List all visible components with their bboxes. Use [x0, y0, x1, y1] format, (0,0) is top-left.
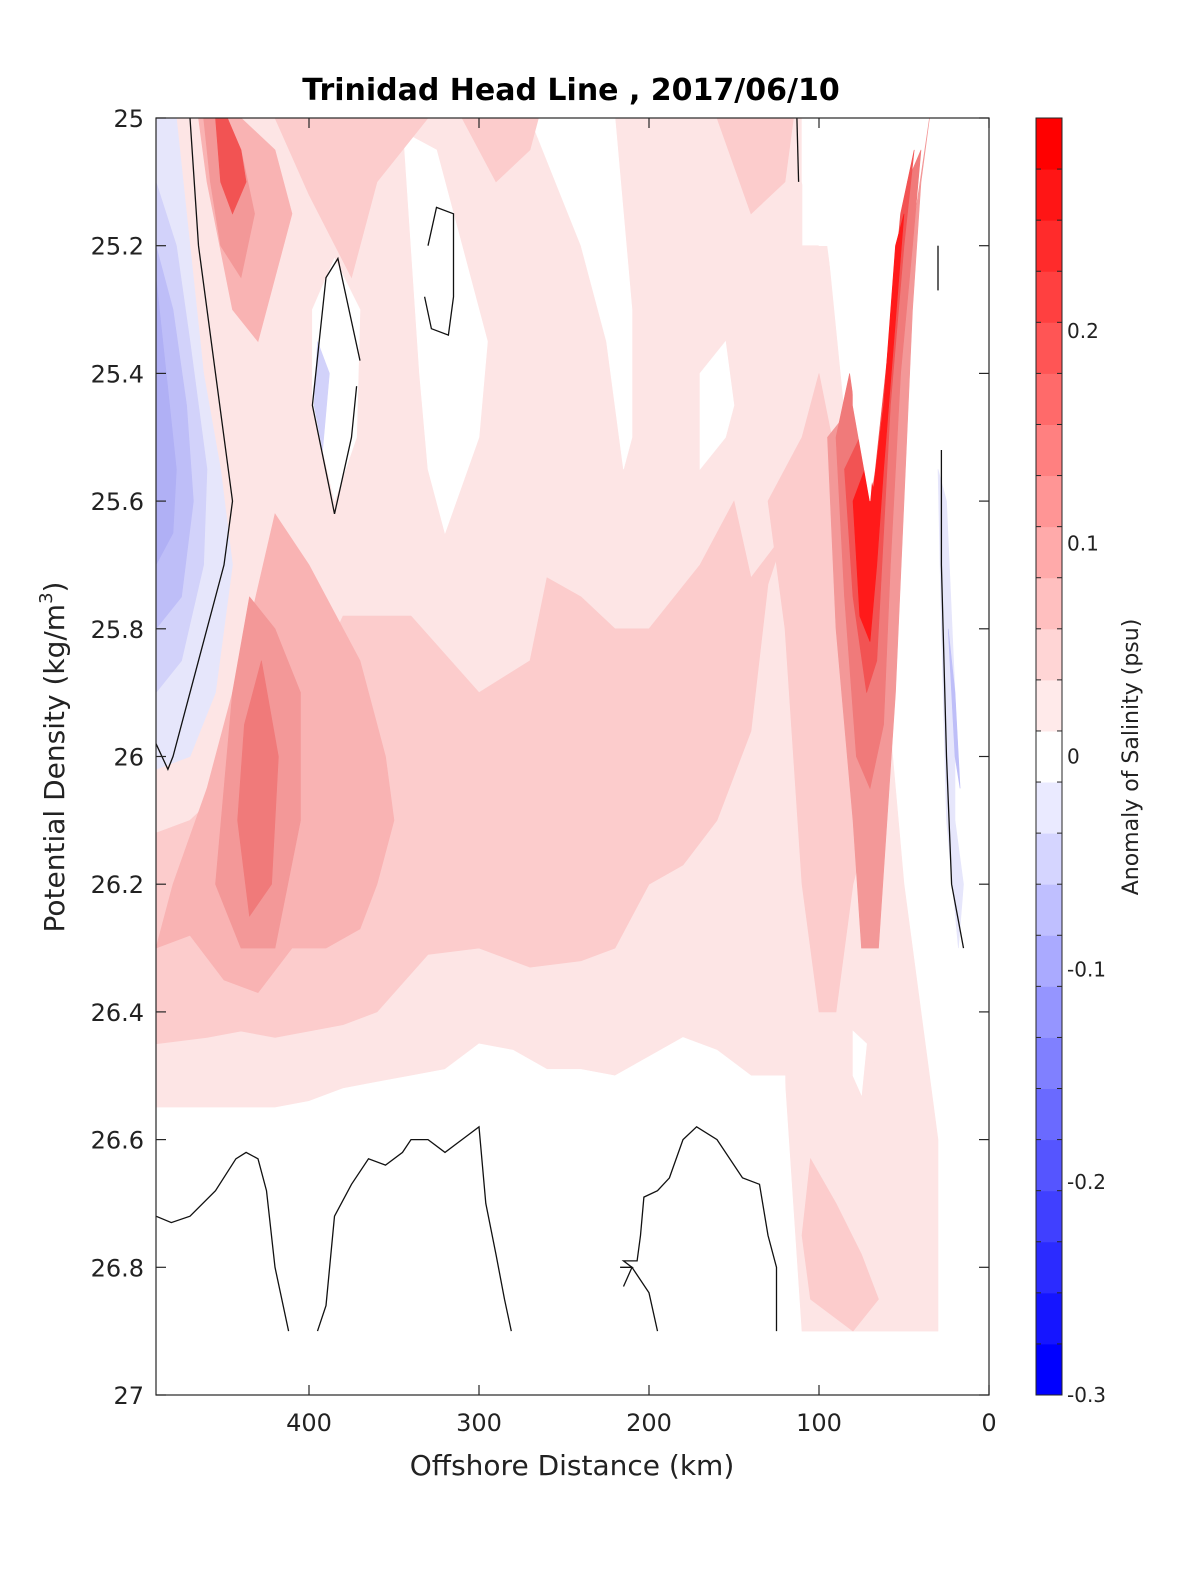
colorbar-swatch	[1036, 628, 1062, 681]
plot-area	[156, 118, 989, 1395]
y-tick-label: 25.6	[91, 488, 144, 516]
colorbar-swatch	[1036, 220, 1062, 272]
contour-region-22	[801, 118, 913, 502]
colorbar-swatch	[1036, 1292, 1062, 1345]
y-axis-label-superscript: 3	[36, 592, 57, 603]
colorbar-swatch	[1036, 118, 1062, 170]
contour-region-17	[215, 118, 247, 215]
filled-contours	[156, 118, 964, 1332]
zero-contour-line-6	[156, 1151, 290, 1332]
contour-region-16	[237, 660, 279, 917]
colorbar-swatch	[1036, 1088, 1062, 1141]
colorbar-swatch	[1036, 1241, 1062, 1294]
colorbar-tick-label: -0.2	[1067, 1170, 1106, 1194]
contour-region-30	[937, 469, 964, 949]
contour-region-31	[947, 628, 961, 789]
contour-region-3	[699, 340, 735, 471]
colorbar-swatch	[1036, 577, 1062, 630]
colorbar-swatch	[1036, 1343, 1062, 1396]
y-axis-label: Potential Density (kg/m3)	[36, 582, 71, 933]
zero-contour-line-5	[940, 450, 965, 949]
zero-contour-lines	[156, 118, 965, 1332]
colorbar-swatch	[1036, 271, 1062, 323]
colorbar-swatch	[1036, 1190, 1062, 1243]
y-tick-label: 25	[113, 105, 144, 133]
contour-region-8	[461, 118, 539, 183]
contour-region-28	[156, 277, 177, 566]
contour-region-10	[801, 1157, 879, 1332]
colorbar-tick-label: -0.3	[1067, 1383, 1106, 1407]
colorbar-swatch	[1036, 1139, 1062, 1192]
colorbar-swatch	[1036, 782, 1062, 834]
y-tick-label: 25.8	[91, 616, 144, 644]
zero-contour-line-3	[796, 118, 800, 182]
contour-region-7	[274, 118, 429, 279]
x-tick-label: 100	[796, 1409, 842, 1437]
x-tick-label: 200	[626, 1409, 672, 1437]
colorbar-swatch	[1036, 833, 1062, 885]
colorbar-swatch	[1036, 884, 1062, 936]
chart-title: Trinidad Head Line , 2017/06/10	[302, 73, 839, 108]
zero-contour-line-7	[316, 1125, 512, 1332]
y-tick-label: 26.6	[91, 1127, 144, 1155]
colorbar-swatch	[1036, 526, 1062, 579]
contour-region-21	[852, 213, 905, 642]
y-tick-label: 26.2	[91, 871, 144, 899]
colorbar-swatch	[1036, 1037, 1062, 1090]
colorbar-frame	[1035, 117, 1063, 1396]
x-tick-label: 300	[456, 1409, 502, 1437]
colorbar-ticks: 0.2 0.1 0 -0.1 -0.2 -0.3	[1067, 319, 1106, 1407]
colorbar-tick-label: 0.1	[1067, 532, 1099, 556]
colorbar-swatch	[1036, 322, 1062, 374]
colorbar-swatch	[1036, 373, 1062, 425]
y-axis: 25 25.2 25.4 25.6 25.8 26 26.2 26.4 26.6 26.8 27	[91, 105, 989, 1410]
y-tick-label: 25.2	[91, 233, 144, 261]
contour-region-29	[313, 341, 330, 451]
colorbar-swatch	[1036, 424, 1062, 477]
y-tick-label: 26.8	[91, 1254, 144, 1282]
colorbar-swatch	[1036, 730, 1062, 783]
contour-region-24	[852, 1030, 867, 1097]
colorbar-swatch	[1036, 475, 1062, 528]
colorbar-label: Anomaly of Salinity (psu)	[1119, 619, 1144, 896]
contour-region-9	[716, 118, 794, 215]
x-axis: 400 300 200 100 0	[286, 118, 997, 1437]
colorbar-tick-label: 0	[1067, 745, 1080, 769]
colorbar	[1036, 118, 1062, 1396]
x-axis-label: Offshore Distance (km)	[410, 1449, 735, 1482]
contour-region-2	[529, 118, 633, 470]
zero-contour-line-2	[423, 206, 455, 336]
contour-region-5	[156, 1037, 786, 1332]
colorbar-tick-label: 0.2	[1067, 319, 1099, 343]
zero-contour-line-0	[156, 118, 234, 771]
x-tick-label: 400	[286, 1409, 332, 1437]
colorbar-swatch	[1036, 935, 1062, 987]
y-tick-label: 27	[113, 1382, 144, 1410]
zero-contour-line-8	[620, 1125, 778, 1332]
y-tick-label: 25.4	[91, 360, 144, 388]
colorbar-swatch	[1036, 986, 1062, 1038]
colorbar-tick-label: -0.1	[1067, 957, 1106, 981]
zero-contour-line-1	[311, 256, 361, 515]
zero-contour-line-9	[622, 1265, 659, 1332]
y-tick-label: 26.4	[91, 999, 144, 1027]
contour-region-23	[856, 1043, 879, 1141]
y-axis-label-close: )	[38, 582, 71, 593]
colorbar-swatch	[1036, 169, 1062, 221]
y-axis-label-text: Potential Density (kg/m	[38, 604, 71, 933]
x-tick-label: 0	[981, 1409, 996, 1437]
colorbar-swatch	[1036, 679, 1062, 732]
y-tick-label: 26	[113, 744, 144, 772]
